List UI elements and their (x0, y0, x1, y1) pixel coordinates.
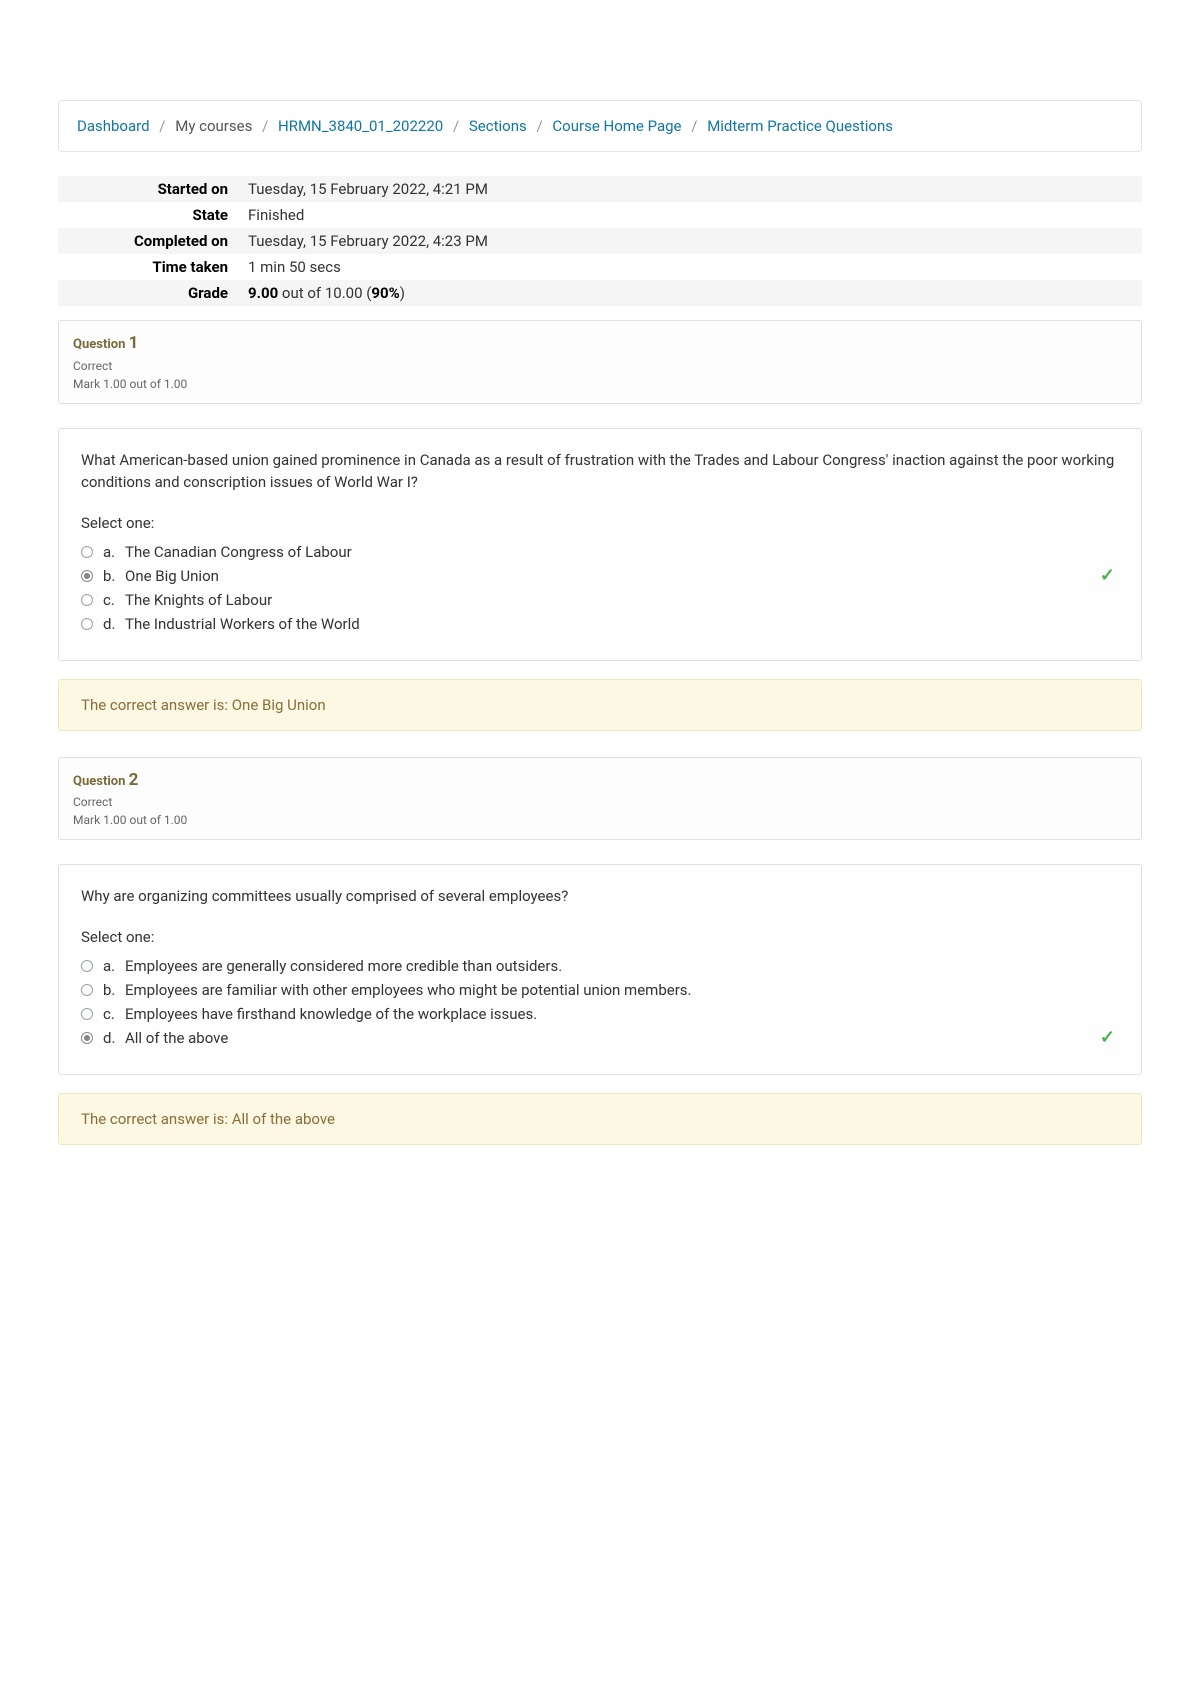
breadcrumb-current[interactable]: Midterm Practice Questions (707, 117, 893, 135)
breadcrumb-sections[interactable]: Sections (469, 117, 527, 135)
answer-1d[interactable]: d. The Industrial Workers of the World (81, 612, 1119, 636)
question-1-info: Question 1 Correct Mark 1.00 out of 1.00 (58, 320, 1142, 404)
summary-row-completed: Completed on Tuesday, 15 February 2022, … (58, 228, 1142, 254)
answer-2c[interactable]: c. Employees have firsthand knowledge of… (81, 1002, 1119, 1026)
question-label: Question (73, 337, 129, 352)
radio-icon[interactable] (81, 1008, 93, 1020)
answer-text: The Industrial Workers of the World (125, 615, 360, 633)
check-icon: ✓ (1100, 1027, 1115, 1048)
question-2: Question 2 Correct Mark 1.00 out of 1.00… (58, 757, 1142, 1145)
question-1-feedback: The correct answer is: One Big Union (58, 679, 1142, 731)
radio-icon[interactable] (81, 546, 93, 558)
breadcrumb-my-courses: My courses (175, 117, 252, 135)
grade-out-of: out of 10.00 ( (278, 284, 371, 302)
breadcrumb-sep: / (262, 117, 268, 135)
answer-1c[interactable]: c. The Knights of Labour (81, 588, 1119, 612)
grade-value: 9.00 out of 10.00 (90%) (238, 280, 1142, 306)
grade-score: 9.00 (248, 284, 278, 302)
radio-icon[interactable] (81, 594, 93, 606)
breadcrumb-sep: / (453, 117, 459, 135)
answer-letter: d. (103, 615, 125, 633)
answer-letter: b. (103, 981, 125, 999)
answer-text: The Canadian Congress of Labour (125, 543, 352, 561)
breadcrumb-course-code[interactable]: HRMN_3840_01_202220 (278, 117, 443, 135)
question-2-number: Question 2 (73, 768, 1127, 794)
grade-label: Grade (58, 280, 238, 306)
answer-1a[interactable]: a. The Canadian Congress of Labour (81, 540, 1119, 564)
grade-percent: 90% (371, 284, 399, 302)
question-2-mark: Mark 1.00 out of 1.00 (73, 811, 1127, 829)
answer-2d[interactable]: d. All of the above ✓ (81, 1026, 1119, 1050)
check-icon: ✓ (1100, 565, 1115, 586)
answer-text: Employees are familiar with other employ… (125, 981, 691, 999)
question-1-content: What American-based union gained promine… (58, 428, 1142, 661)
time-taken-value: 1 min 50 secs (238, 254, 1142, 280)
answer-letter: d. (103, 1029, 125, 1047)
question-1-number: Question 1 (73, 331, 1127, 357)
started-on-label: Started on (58, 176, 238, 202)
summary-row-time: Time taken 1 min 50 secs (58, 254, 1142, 280)
started-on-value: Tuesday, 15 February 2022, 4:21 PM (238, 176, 1142, 202)
breadcrumb: Dashboard / My courses / HRMN_3840_01_20… (58, 100, 1142, 152)
state-label: State (58, 202, 238, 228)
completed-on-label: Completed on (58, 228, 238, 254)
summary-row-grade: Grade 9.00 out of 10.00 (90%) (58, 280, 1142, 306)
radio-icon[interactable] (81, 1032, 93, 1044)
question-2-text: Why are organizing committees usually co… (81, 885, 1119, 908)
question-1: Question 1 Correct Mark 1.00 out of 1.00… (58, 320, 1142, 731)
radio-icon[interactable] (81, 618, 93, 630)
question-1-mark: Mark 1.00 out of 1.00 (73, 375, 1127, 393)
attempt-summary-table: Started on Tuesday, 15 February 2022, 4:… (58, 176, 1142, 306)
answer-letter: a. (103, 957, 125, 975)
breadcrumb-course-home[interactable]: Course Home Page (552, 117, 681, 135)
summary-row-state: State Finished (58, 202, 1142, 228)
question-2-status: Correct (73, 793, 1127, 811)
time-taken-label: Time taken (58, 254, 238, 280)
question-number-value: 1 (129, 333, 139, 353)
question-2-content: Why are organizing committees usually co… (58, 864, 1142, 1075)
breadcrumb-sep: / (159, 117, 165, 135)
question-label: Question (73, 774, 129, 789)
answer-text: One Big Union (125, 567, 219, 585)
question-2-answers: a. Employees are generally considered mo… (81, 954, 1119, 1050)
question-1-answers: a. The Canadian Congress of Labour b. On… (81, 540, 1119, 636)
answer-1b[interactable]: b. One Big Union ✓ (81, 564, 1119, 588)
answer-2b[interactable]: b. Employees are familiar with other emp… (81, 978, 1119, 1002)
answer-2a[interactable]: a. Employees are generally considered mo… (81, 954, 1119, 978)
radio-icon[interactable] (81, 960, 93, 972)
summary-row-started: Started on Tuesday, 15 February 2022, 4:… (58, 176, 1142, 202)
answer-text: The Knights of Labour (125, 591, 272, 609)
question-2-info: Question 2 Correct Mark 1.00 out of 1.00 (58, 757, 1142, 841)
select-one-label: Select one: (81, 514, 1119, 532)
completed-on-value: Tuesday, 15 February 2022, 4:23 PM (238, 228, 1142, 254)
question-1-text: What American-based union gained promine… (81, 449, 1119, 494)
question-1-status: Correct (73, 357, 1127, 375)
grade-close: ) (400, 284, 405, 302)
answer-letter: b. (103, 567, 125, 585)
answer-letter: a. (103, 543, 125, 561)
answer-text: Employees are generally considered more … (125, 957, 562, 975)
answer-letter: c. (103, 1005, 125, 1023)
breadcrumb-dashboard[interactable]: Dashboard (77, 117, 150, 135)
radio-icon[interactable] (81, 570, 93, 582)
answer-text: All of the above (125, 1029, 228, 1047)
radio-icon[interactable] (81, 984, 93, 996)
select-one-label: Select one: (81, 928, 1119, 946)
answer-text: Employees have firsthand knowledge of th… (125, 1005, 537, 1023)
breadcrumb-sep: / (691, 117, 697, 135)
question-2-feedback: The correct answer is: All of the above (58, 1093, 1142, 1145)
breadcrumb-sep: / (536, 117, 542, 135)
answer-letter: c. (103, 591, 125, 609)
state-value: Finished (238, 202, 1142, 228)
question-number-value: 2 (129, 770, 139, 790)
